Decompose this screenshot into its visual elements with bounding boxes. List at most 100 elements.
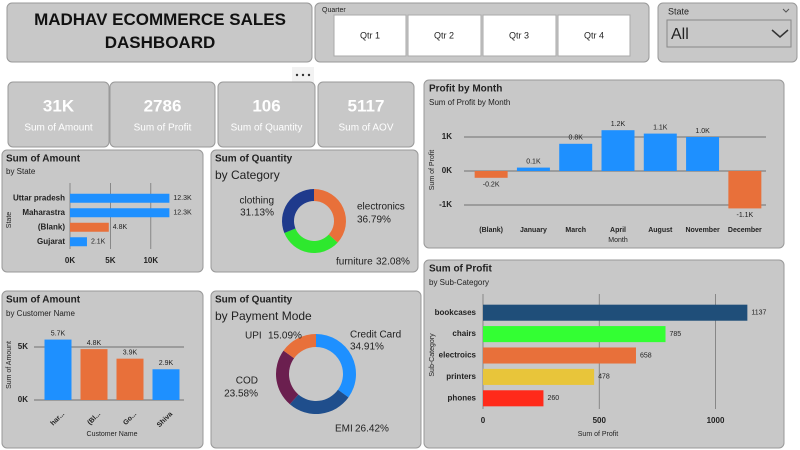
chart-title: Sum of Profit (429, 264, 492, 275)
dashboard-title: MADHAV ECOMMERCE SALES DASHBOARD (34, 10, 286, 52)
y-tick-label: 0K (18, 395, 28, 404)
bar (728, 171, 762, 209)
y-axis-label: Sum of Amount (6, 341, 13, 389)
slice-name: clothing (240, 196, 274, 207)
chart-subtitle: by Category (215, 168, 280, 182)
y-tick-label: 5K (18, 342, 28, 351)
slice-value: 32.08% (376, 257, 410, 268)
dropdown-chevron[interactable] (771, 29, 789, 38)
kpi-card (217, 81, 316, 148)
quarter-buttons: Qtr 1 Qtr 2 Qtr 3 Qtr 4 (333, 14, 631, 57)
chart-subtitle: by Sub-Category (429, 278, 489, 287)
y-tick-label: (Blank) (38, 222, 65, 231)
y-tick-label: Gujarat (37, 237, 65, 246)
bar (70, 208, 170, 218)
donut-slice (314, 189, 347, 243)
bar (601, 130, 635, 171)
data-label: 3.9K (123, 350, 138, 357)
slicer-button[interactable] (482, 14, 557, 57)
donut-slice (282, 189, 314, 234)
kpi-label: Sum of AOV (338, 123, 393, 134)
dot (295, 73, 299, 77)
data-label: 478 (598, 374, 610, 381)
data-label: 4.8K (87, 340, 102, 347)
bar (483, 368, 595, 385)
dropdown-value[interactable]: All (671, 26, 689, 43)
slicer-option[interactable]: Qtr 3 (509, 30, 529, 40)
bar (559, 143, 593, 171)
slicer-option[interactable]: Qtr 1 (360, 30, 380, 40)
donut-slice (316, 334, 356, 398)
slicer-button[interactable] (407, 14, 482, 57)
x-tick-label: 0K (65, 256, 75, 265)
data-label: 1.2K (611, 121, 626, 128)
x-tick-label: December (728, 227, 762, 234)
kpi-value: 2786 (144, 96, 182, 115)
y-tick-label: Maharastra (22, 208, 65, 217)
slicer-label: State (668, 6, 689, 16)
slice-name: COD (236, 376, 258, 387)
data-label: 260 (547, 395, 559, 402)
slice-value: 31.13% (240, 208, 274, 219)
y-tick-label: Uttar pradesh (13, 193, 65, 202)
x-tick-label: 0 (481, 416, 486, 425)
dot (301, 73, 305, 77)
x-tick-label: 500 (593, 416, 607, 425)
bar (483, 304, 748, 321)
chart-title: Sum of Amount (6, 295, 81, 306)
bar (70, 193, 170, 203)
chart-title: Sum of Quantity (215, 154, 293, 165)
slicer-option[interactable]: Qtr 2 (434, 30, 454, 40)
title-panel (6, 2, 313, 63)
bar (70, 237, 87, 247)
chart-title: Sum of Amount (6, 154, 81, 165)
bar (516, 167, 550, 171)
kpi-card (7, 81, 110, 148)
chart-subtitle: by Customer Name (6, 309, 75, 318)
slicer-option[interactable]: Qtr 4 (584, 30, 604, 40)
slice-name: furniture (336, 257, 373, 268)
data-label: 5.7K (51, 330, 66, 337)
bar (70, 222, 109, 232)
y-tick-label: bookcases (435, 308, 477, 317)
data-label: 12.3K (173, 210, 192, 217)
slicer-button[interactable] (557, 14, 631, 57)
kpi-value: 31K (43, 96, 75, 115)
x-tick-label: August (648, 227, 673, 234)
y-tick-label: phones (448, 393, 477, 402)
donut-slice (283, 334, 316, 359)
x-tick-label: 1000 (707, 416, 725, 425)
bar (643, 133, 677, 171)
collapse-icon[interactable] (782, 8, 790, 13)
kpi-card (317, 81, 415, 148)
dropdown[interactable] (666, 19, 792, 48)
data-label: 2.1K (91, 239, 106, 246)
y-axis-label: Sum of Profit (429, 150, 436, 191)
x-axis-label: Customer Name (87, 431, 138, 438)
data-label: 1.0K (695, 128, 710, 135)
y-axis-label: Sub-Category (429, 333, 436, 377)
bar (44, 339, 72, 400)
slice-value: 15.09% (268, 331, 302, 342)
slicer-label: Quarter (322, 7, 346, 14)
data-label: 2.9K (159, 360, 174, 367)
slice-value: 34.91% (350, 342, 384, 353)
chart-panel (210, 290, 422, 449)
kpi-card (109, 81, 216, 148)
data-label: 658 (640, 352, 652, 359)
data-label: 785 (670, 331, 682, 338)
slice-name: electronics (357, 202, 405, 213)
kpi-label: Sum of Amount (24, 123, 93, 134)
x-tick-label: (Blank) (479, 227, 503, 234)
dot (307, 73, 311, 77)
slice-value: 26.42% (355, 424, 389, 435)
x-tick-label: April (610, 227, 626, 234)
y-tick-label: chairs (452, 329, 476, 338)
x-tick-label: 10K (143, 256, 158, 265)
bar (152, 369, 180, 400)
bar (116, 358, 144, 400)
data-label: 4.8K (113, 224, 128, 231)
y-tick-label: -1K (439, 200, 452, 209)
slicer-button[interactable] (333, 14, 407, 57)
